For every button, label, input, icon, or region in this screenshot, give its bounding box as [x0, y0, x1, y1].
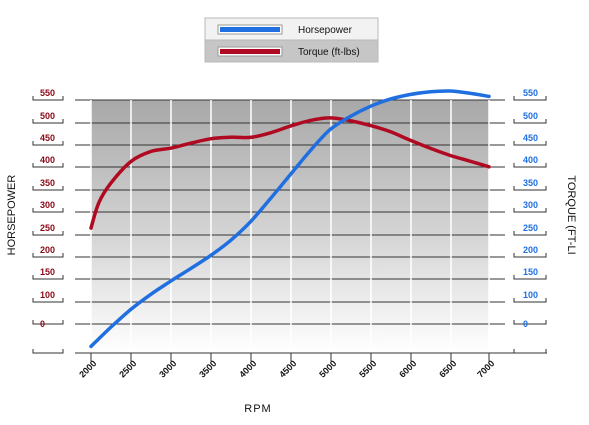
x-tick-label: 2000: [77, 358, 98, 379]
left-tick-label: 350: [40, 178, 55, 188]
right-tick-label: 350: [523, 178, 538, 188]
left-axis: 550 500 450 400 350 300 250 200 150 100 0: [32, 88, 64, 354]
y-axis-title-right: TORQUE (FT-LI: [565, 175, 577, 254]
right-tick-label: 250: [523, 223, 538, 233]
left-axis-tick: [32, 96, 64, 101]
left-tick-label: 250: [40, 223, 55, 233]
plot-area: [91, 100, 489, 353]
right-axis-tick: [513, 275, 547, 280]
horsepower-line: [89, 89, 491, 349]
left-axis-tick: [32, 141, 64, 146]
legend: Horsepower Torque (ft-lbs): [204, 17, 379, 63]
right-axis-tick: [513, 96, 547, 101]
left-axis-tick: [32, 231, 64, 236]
x-tick-label: 3500: [197, 358, 218, 379]
left-tick-label: 450: [40, 133, 55, 143]
left-tick-label: 100: [40, 290, 55, 300]
right-axis-tick: [513, 186, 547, 191]
legend-label-horsepower: Horsepower: [298, 25, 353, 36]
x-tick-label: 7000: [475, 358, 496, 379]
right-axis-tick: [513, 253, 547, 258]
x-axis: 2000 2500 3000 3500 4000 4500 5000 5500 6000 6500…: [77, 353, 496, 380]
right-axis-tick: [513, 163, 547, 168]
right-axis-tick: [513, 119, 547, 124]
y-axis-title-left: HORSEPOWER: [6, 175, 18, 256]
left-axis-tick: [32, 163, 64, 168]
left-axis-tick: [32, 208, 64, 213]
grid: [75, 99, 547, 354]
right-axis-tick: [513, 349, 547, 354]
x-tick-label: 5000: [317, 358, 338, 379]
x-tick-label: 4000: [237, 358, 258, 379]
right-tick-label: 200: [523, 245, 538, 255]
torque-line: [89, 116, 491, 230]
x-axis-title: RPM: [244, 403, 271, 415]
right-tick-label: 450: [523, 133, 538, 143]
x-tick-label: 3000: [157, 358, 178, 379]
right-axis-tick: [513, 208, 547, 213]
legend-swatch-horsepower-line: [220, 27, 280, 32]
right-tick-label: 400: [523, 155, 538, 165]
right-axis-tick: [513, 141, 547, 146]
right-tick-label: 550: [523, 88, 538, 98]
x-tick-label: 6500: [437, 358, 458, 379]
right-axis: 550 500 450 400 350 300 250 200 150 100 0: [513, 88, 547, 354]
left-axis-tick: [32, 320, 64, 325]
left-axis-tick: [32, 275, 64, 280]
right-axis-tick: [513, 298, 547, 303]
left-tick-label: 550: [40, 88, 55, 98]
legend-swatch-torque-line: [220, 49, 280, 54]
x-tick-label: 5500: [357, 358, 378, 379]
left-axis-tick: [32, 253, 64, 258]
series-lines: [89, 89, 491, 349]
left-tick-label: 0: [40, 319, 45, 329]
x-tick-label: 6000: [397, 358, 418, 379]
right-tick-label: 100: [523, 290, 538, 300]
left-tick-label: 300: [40, 200, 55, 210]
left-axis-tick: [32, 349, 64, 354]
right-tick-label: 0: [523, 319, 528, 329]
left-tick-label: 400: [40, 155, 55, 165]
right-axis-tick: [513, 231, 547, 236]
left-tick-label: 500: [40, 111, 55, 121]
left-axis-tick: [32, 298, 64, 303]
left-axis-tick: [32, 186, 64, 191]
right-tick-label: 300: [523, 200, 538, 210]
left-axis-tick: [32, 119, 64, 124]
x-tick-label: 2500: [117, 358, 138, 379]
x-tick-label: 4500: [277, 358, 298, 379]
right-axis-tick: [513, 320, 547, 325]
legend-label-torque: Torque (ft-lbs): [298, 47, 360, 58]
left-tick-label: 200: [40, 245, 55, 255]
right-tick-label: 150: [523, 267, 538, 277]
right-tick-label: 500: [523, 111, 538, 121]
left-tick-label: 150: [40, 267, 55, 277]
